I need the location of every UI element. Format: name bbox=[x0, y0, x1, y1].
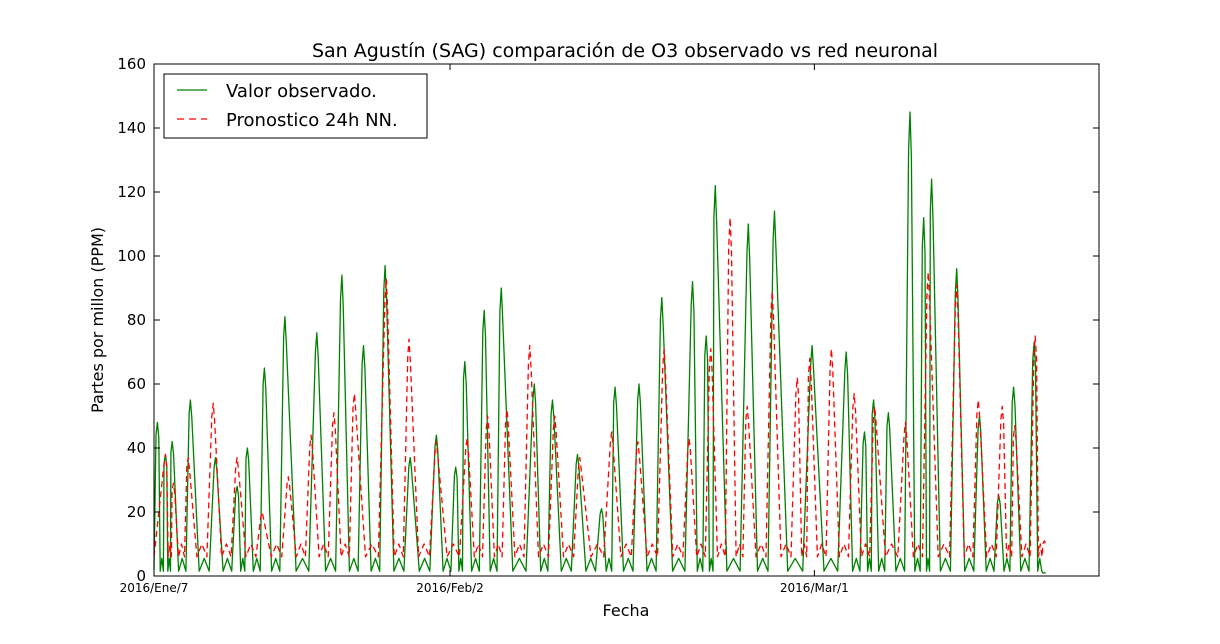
x-tick-label: 2016/Ene/7 bbox=[120, 581, 189, 595]
y-axis-label: Partes por millon (PPM) bbox=[88, 227, 107, 413]
x-tick-label: 2016/Feb/2 bbox=[416, 581, 484, 595]
y-tick-label: 0 bbox=[136, 567, 146, 585]
y-tick-label: 80 bbox=[127, 311, 146, 329]
x-axis: 2016/Ene/7 2016/Feb/2 2016/Mar/1 bbox=[120, 64, 849, 595]
chart-title: San Agustín (SAG) comparación de O3 obse… bbox=[312, 40, 938, 62]
y-tick-label: 100 bbox=[117, 247, 146, 265]
series-line-forecast bbox=[153, 216, 1047, 558]
y-tick-label: 60 bbox=[127, 375, 146, 393]
y-tick-label: 120 bbox=[117, 183, 146, 201]
legend-label-forecast: Pronostico 24h NN. bbox=[226, 110, 398, 131]
y-axis: 0 20 40 60 80 100 120 140 160 bbox=[117, 55, 1099, 585]
legend-label-observed: Valor observado. bbox=[226, 81, 377, 102]
x-axis-label: Fecha bbox=[603, 601, 650, 620]
y-tick-label: 40 bbox=[127, 439, 146, 457]
x-tick-label: 2016/Mar/1 bbox=[780, 581, 849, 595]
series-layer bbox=[153, 111, 1047, 574]
y-tick-label: 20 bbox=[127, 503, 146, 521]
legend: Valor observado. Pronostico 24h NN. bbox=[163, 73, 428, 139]
y-tick-label: 160 bbox=[117, 55, 146, 73]
series-line-observed bbox=[153, 111, 1046, 574]
legend-box bbox=[163, 73, 428, 139]
y-tick-label: 140 bbox=[117, 119, 146, 137]
